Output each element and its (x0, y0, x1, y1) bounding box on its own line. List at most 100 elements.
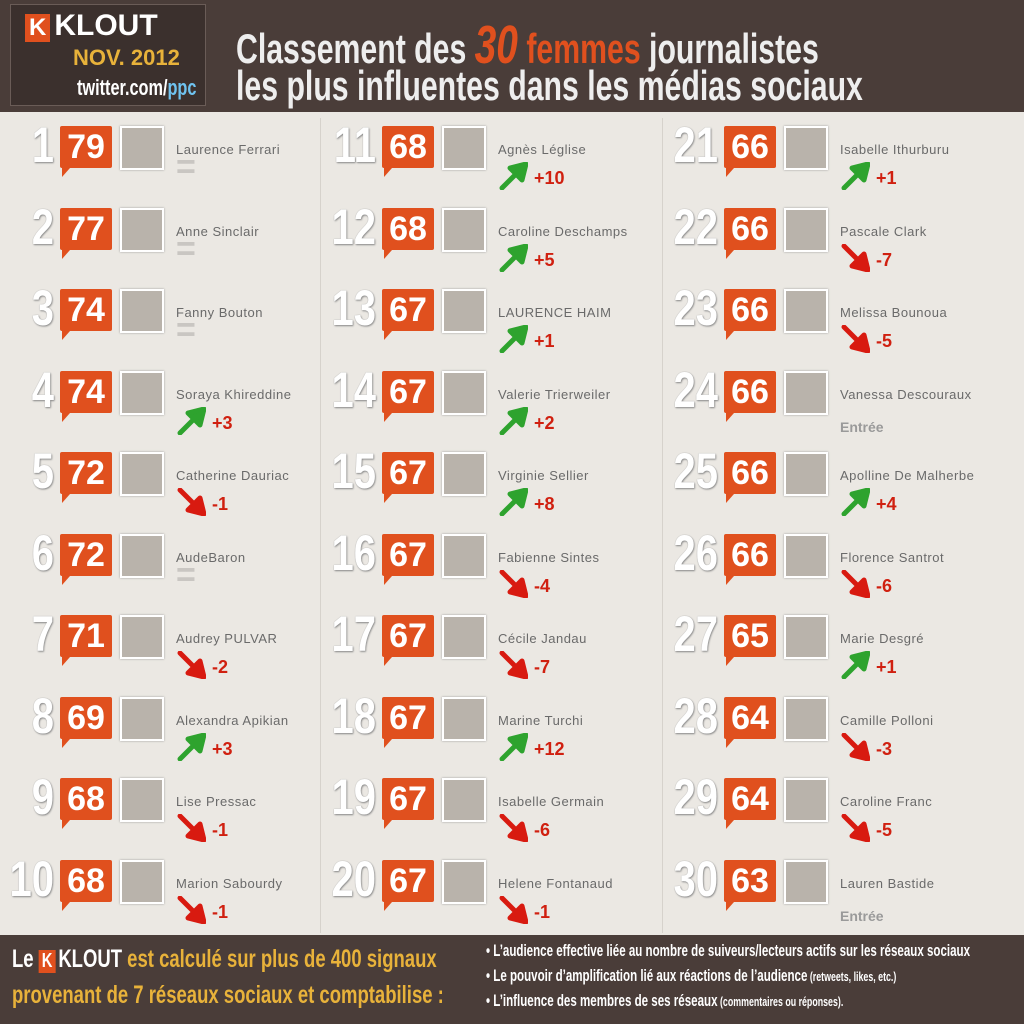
arrow (840, 813, 871, 847)
bullet-note: (retweets, likes, etc.) (807, 969, 897, 984)
arrow-icon (499, 243, 529, 272)
name: Anne Sinclair (176, 223, 260, 239)
title-line-1: Classement des 30 femmes journalistes (236, 14, 819, 76)
name: Lauren Bastide (840, 875, 935, 891)
rank: 3 (31, 280, 54, 336)
arrow (498, 813, 529, 847)
score-tail (62, 901, 70, 911)
arrow-icon (177, 813, 207, 843)
title-number: 30 (474, 15, 518, 75)
score: 66 (724, 370, 776, 413)
score-tail (726, 249, 734, 259)
logo-box: K KLOUT NOV. 2012 twitter.com/ppc (10, 4, 206, 106)
avatar (784, 859, 828, 904)
twitter: twitter.com/ppc (77, 75, 196, 101)
arrow (176, 732, 207, 766)
arrow (498, 243, 529, 277)
change: -4 (534, 575, 551, 596)
name: Caroline Deschamps (498, 223, 628, 239)
avatar (442, 533, 486, 578)
avatar (442, 207, 486, 252)
rank: 11 (333, 117, 376, 173)
rank: 13 (331, 280, 377, 336)
change: +10 (534, 168, 565, 188)
score: 74 (60, 370, 112, 413)
name: Florence Santrot (840, 549, 945, 565)
avatar (784, 615, 828, 659)
score: 64 (724, 778, 776, 820)
arrow-icon (499, 406, 529, 435)
name: Cécile Jandau (498, 631, 587, 646)
bullet: • Le pouvoir d’amplification lié aux réa… (486, 966, 897, 985)
change: -7 (876, 249, 893, 270)
arrow (176, 813, 207, 847)
score-tail (62, 412, 70, 422)
avatar (784, 289, 828, 333)
name: Vanessa Descouraux (840, 386, 972, 402)
avatar (120, 778, 164, 822)
title-text: journalistes (649, 25, 819, 72)
arrow (840, 732, 871, 766)
bullet-note: (commentaires ou réponses). (717, 994, 844, 1009)
twitter-handle: ppc (167, 75, 197, 100)
change: +3 (212, 412, 233, 433)
rank: 19 (331, 769, 377, 825)
arrow-icon (841, 324, 871, 354)
rank: 16 (331, 524, 377, 581)
name: Audrey PULVAR (176, 631, 278, 646)
change: -2 (212, 657, 229, 677)
score-tail (62, 494, 70, 503)
avatar (442, 452, 486, 496)
change: -5 (876, 331, 893, 351)
score-tail (726, 331, 734, 340)
name: Camille Polloni (840, 712, 934, 728)
change: -6 (534, 820, 551, 840)
score: 63 (724, 859, 776, 902)
title-line-2: les plus influentes dans les médias soci… (236, 62, 863, 109)
arrow-icon (841, 243, 871, 272)
arrow-icon (177, 650, 207, 680)
score: 74 (60, 289, 112, 331)
score: 64 (724, 696, 776, 739)
score: 68 (382, 207, 434, 250)
name: Melissa Bounoua (840, 305, 948, 320)
rank: 29 (673, 769, 719, 825)
score: 72 (60, 533, 112, 576)
score: 67 (382, 289, 434, 331)
name: Lise Pressac (176, 794, 257, 809)
score-tail (384, 249, 392, 259)
change: +4 (876, 494, 897, 514)
change: -6 (876, 575, 893, 596)
arrow-icon (499, 895, 529, 924)
avatar (120, 370, 164, 415)
arrow-icon (841, 569, 871, 598)
bullet: • L’audience effective liée au nombre de… (486, 941, 971, 960)
rank: 23 (673, 280, 719, 336)
bullet-text: L’influence des membres de ses réseaux (493, 991, 718, 1010)
twitter-prefix: twitter.com/ (77, 75, 168, 100)
arrow-icon (499, 813, 529, 843)
avatar (784, 207, 828, 252)
rank: 7 (31, 606, 54, 662)
avatar (442, 696, 486, 741)
title-highlight: femmes (526, 25, 641, 72)
score-tail (62, 249, 70, 259)
change: -1 (212, 820, 229, 840)
score-tail (62, 575, 70, 585)
arrow (840, 243, 871, 277)
score-tail (62, 331, 70, 340)
avatar (120, 533, 164, 578)
change: +5 (534, 249, 555, 270)
name: Alexandra Apikian (176, 712, 289, 728)
arrow (840, 487, 871, 521)
score: 66 (724, 452, 776, 494)
bullet-text: L’audience effective liée au nombre de s… (493, 941, 971, 960)
name: Catherine Dauriac (176, 468, 290, 483)
title-text: Classement des (236, 25, 467, 72)
avatar (120, 696, 164, 741)
rank: 4 (31, 361, 54, 418)
arrow (498, 895, 529, 929)
change: +1 (534, 331, 555, 351)
change: +12 (534, 738, 565, 759)
